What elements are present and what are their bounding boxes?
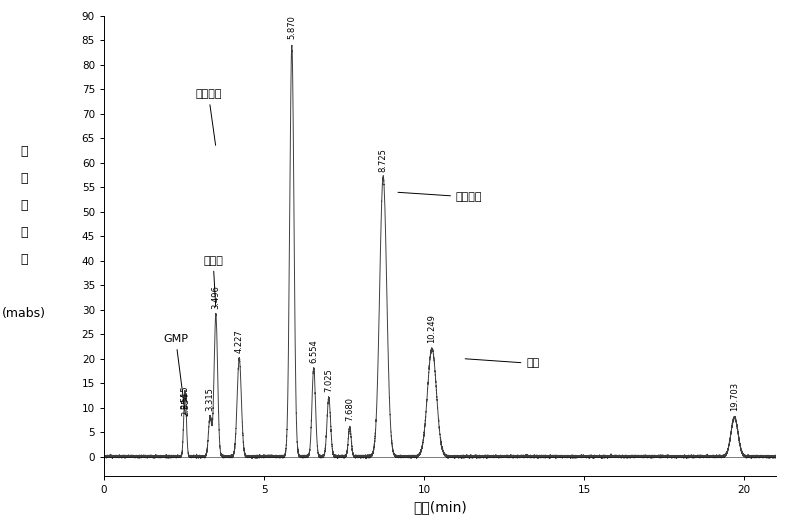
Text: 8.725: 8.725 [378, 148, 388, 171]
X-axis label: 时间(min): 时间(min) [413, 500, 467, 515]
Text: 峰: 峰 [20, 145, 28, 158]
Text: 7.025: 7.025 [324, 368, 334, 392]
Text: 高: 高 [20, 172, 28, 185]
Text: 鸟苷腺苷: 鸟苷腺苷 [398, 192, 482, 202]
Text: GMP: GMP [163, 334, 188, 415]
Text: 2.554: 2.554 [182, 393, 190, 416]
Text: 6.554: 6.554 [310, 339, 318, 362]
Text: 磷酸腺苷: 磷酸腺苷 [195, 89, 222, 145]
Text: 7.680: 7.680 [346, 397, 354, 421]
Text: 10.249: 10.249 [427, 314, 437, 343]
Text: 响: 响 [20, 199, 28, 212]
Text: 应: 应 [20, 226, 28, 239]
Text: (mabs): (mabs) [2, 307, 46, 320]
Text: 鸟嘌呤: 鸟嘌呤 [203, 256, 223, 307]
Text: 3.315: 3.315 [206, 388, 214, 412]
Text: 2.515: 2.515 [180, 386, 189, 409]
Text: 腺苷: 腺苷 [465, 359, 540, 369]
Text: 值: 值 [20, 253, 28, 266]
Text: 4.227: 4.227 [234, 329, 244, 353]
Text: 3.496: 3.496 [211, 285, 220, 308]
Text: 5.870: 5.870 [287, 15, 296, 39]
Text: 19.703: 19.703 [730, 382, 739, 412]
